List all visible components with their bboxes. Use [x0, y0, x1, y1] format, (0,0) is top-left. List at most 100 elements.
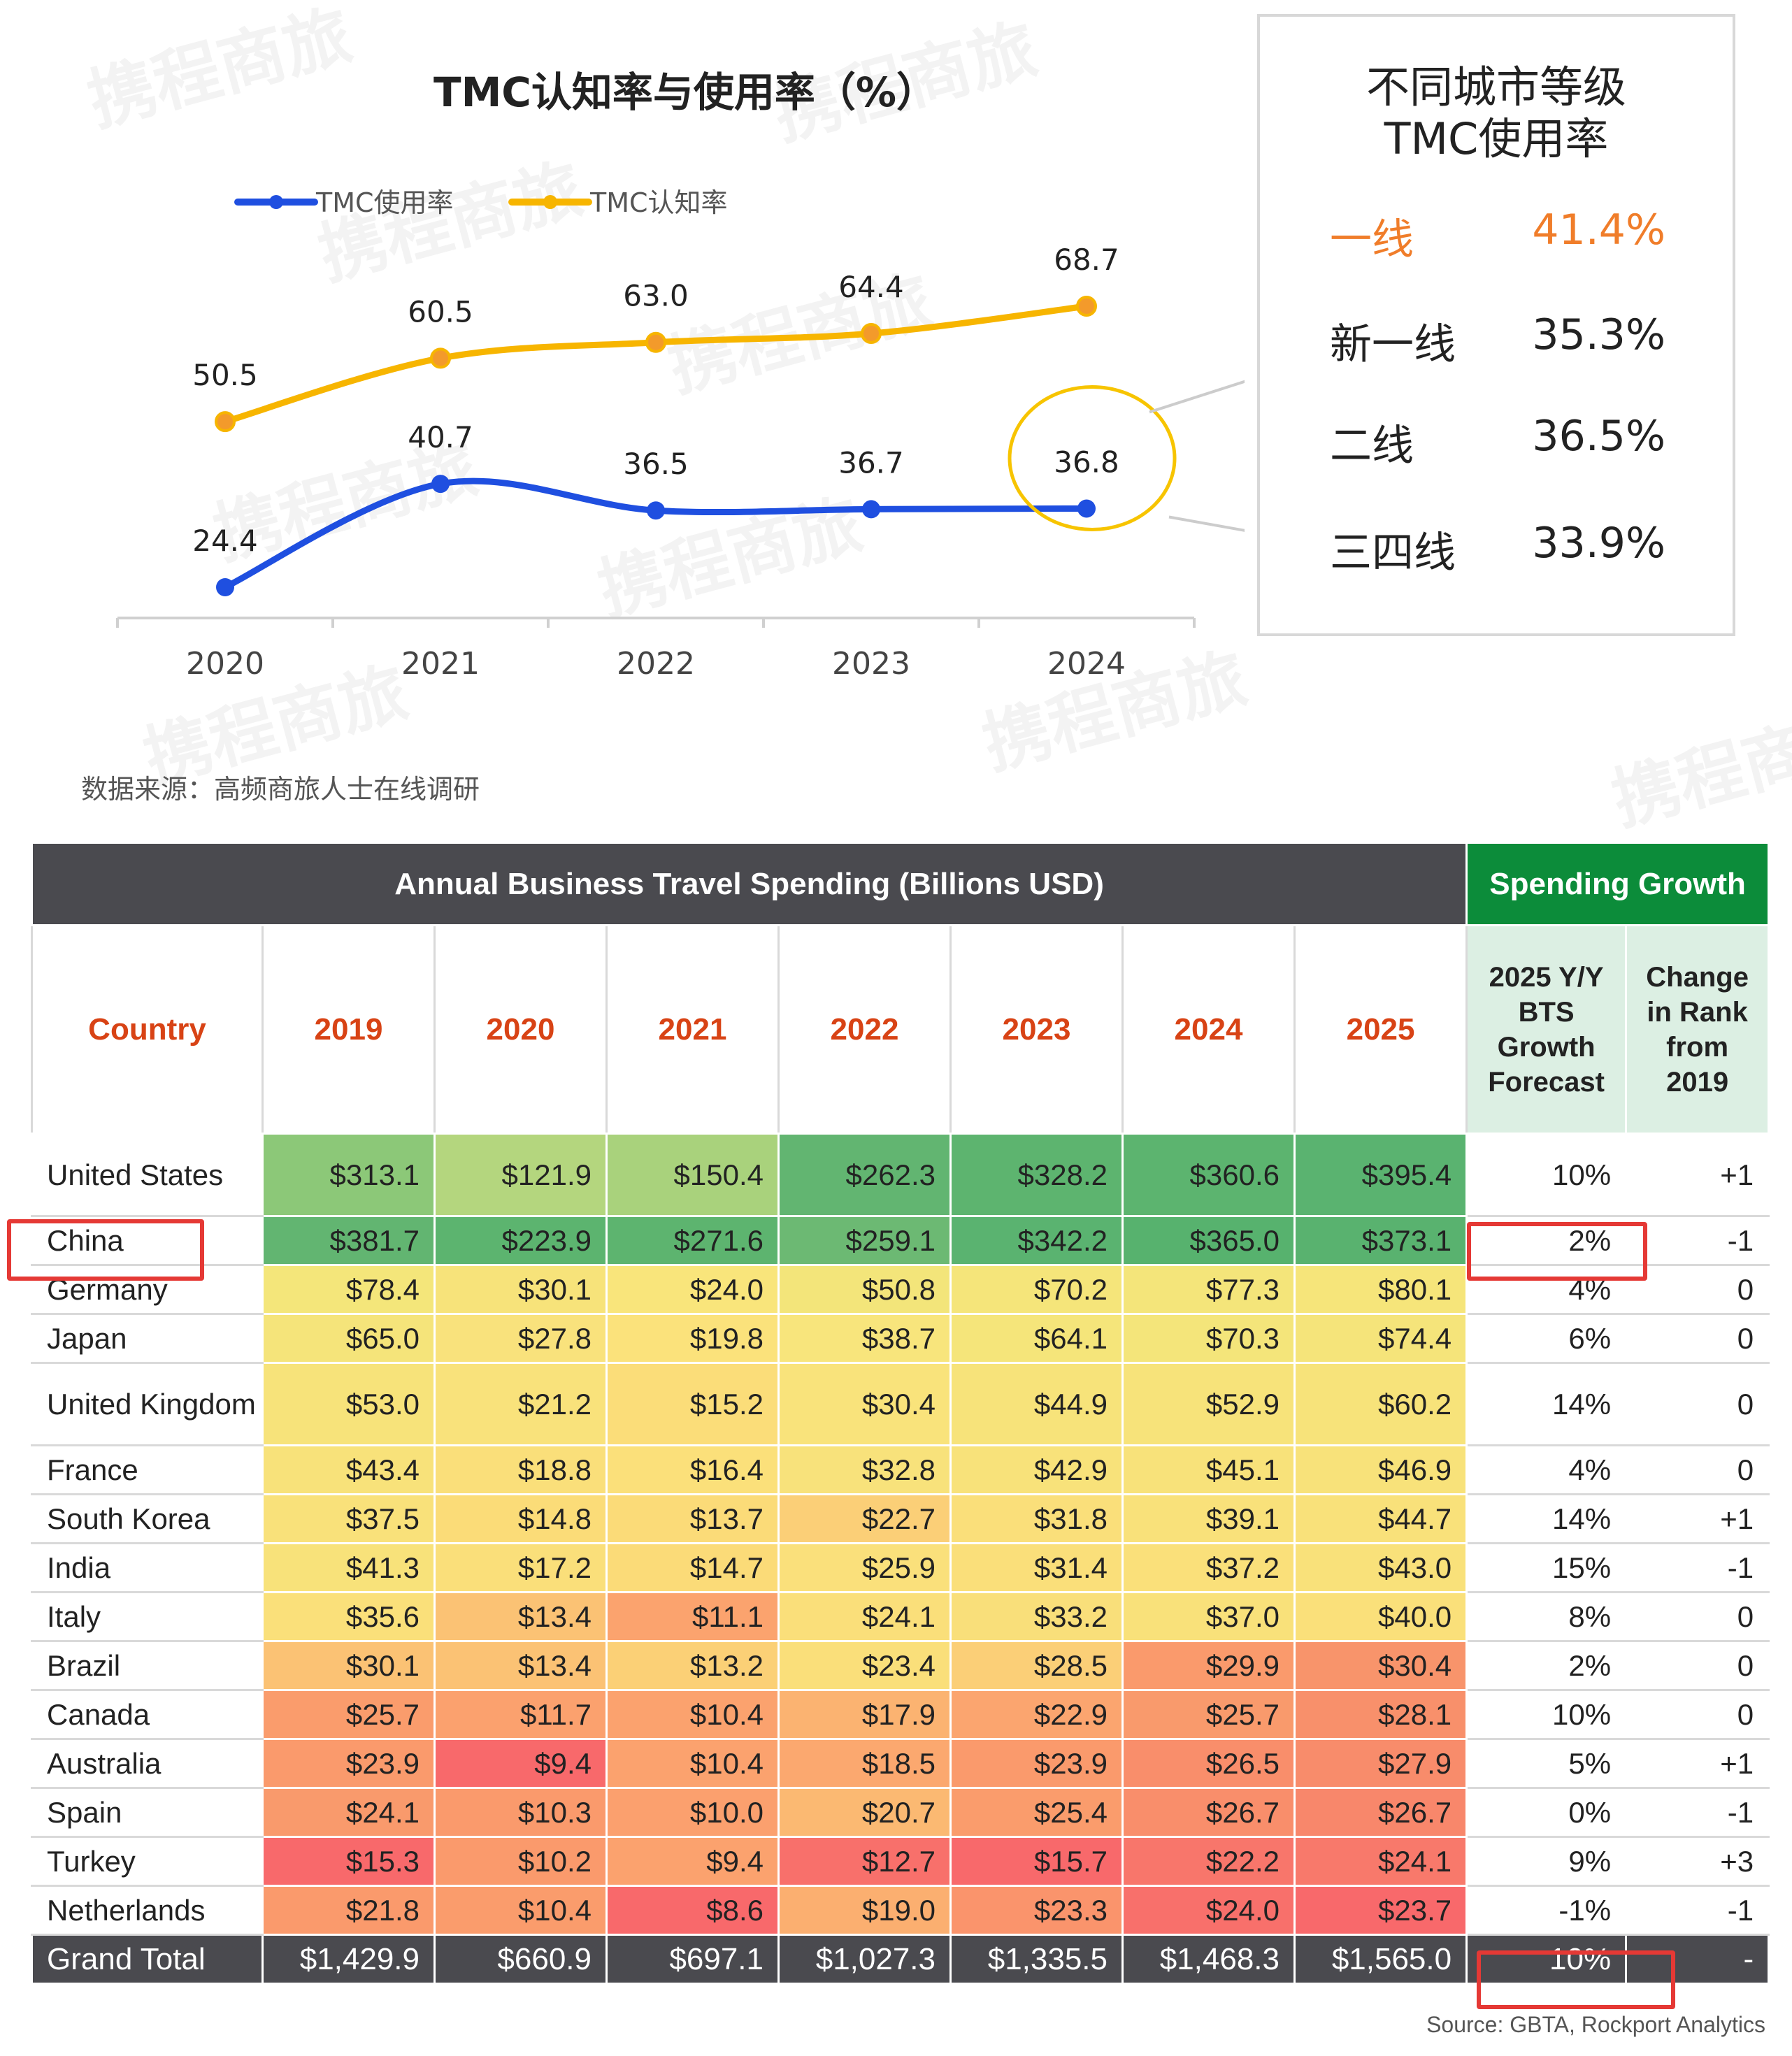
spend-cell: $381.7	[261, 1215, 436, 1266]
spend-cell: $25.9	[777, 1542, 952, 1593]
rank-change-cell: 0	[1625, 1689, 1770, 1740]
tier-title-line2: TMC使用率	[1384, 113, 1609, 164]
table-row: United States $313.1 $121.9 $150.4 $262.3 $32…	[31, 1133, 1770, 1217]
spend-cell: $13.4	[433, 1591, 608, 1642]
spend-cell: $80.1	[1293, 1264, 1468, 1315]
spend-cell: $10.3	[433, 1787, 608, 1838]
series-line	[222, 477, 1090, 591]
growth-cell: 4%	[1465, 1264, 1628, 1315]
data-point	[216, 578, 234, 596]
total-cell: $1,565.0	[1293, 1934, 1468, 1985]
total-cell: $1,429.9	[261, 1934, 436, 1985]
spend-cell: $23.7	[1293, 1885, 1468, 1936]
spend-cell: $32.8	[777, 1444, 952, 1495]
x-tick-label: 2022	[617, 646, 695, 682]
table-row: Italy $35.6 $13.4 $11.1 $24.1 $33.2 $37.0 $40.0…	[31, 1591, 1770, 1642]
tier-value: 41.4%	[1532, 206, 1665, 254]
rank-change-cell: 0	[1625, 1264, 1770, 1315]
total-label: Grand Total	[31, 1934, 264, 1985]
tier-row: 二线 36.5%	[1330, 412, 1693, 470]
table-row: France $43.4 $18.8 $16.4 $32.8 $42.9 $45.1 $46.…	[31, 1444, 1770, 1495]
spend-cell: $24.0	[1121, 1885, 1296, 1936]
country-cell: France	[31, 1444, 264, 1495]
data-point	[645, 331, 666, 353]
spend-cell: $44.7	[1293, 1493, 1468, 1544]
data-label: 36.5	[623, 447, 689, 481]
spend-cell: $328.2	[949, 1133, 1124, 1217]
rank-change-cell: +3	[1625, 1836, 1770, 1887]
spend-cell: $22.9	[949, 1689, 1124, 1740]
growth-cell: 0%	[1465, 1787, 1628, 1838]
rank-change-cell: -1	[1625, 1542, 1770, 1593]
data-label: 63.0	[623, 279, 689, 313]
spending-table-wrap: Annual Business Travel Spending (Billion…	[30, 842, 1770, 1985]
spend-cell: $259.1	[777, 1215, 952, 1266]
spend-cell: $28.5	[949, 1640, 1124, 1691]
total-cell: $660.9	[433, 1934, 608, 1985]
column-header: 2025 Y/Y BTS Growth Forecast	[1465, 924, 1628, 1135]
callout-connector	[1149, 380, 1245, 414]
table-row: Japan $65.0 $27.8 $19.8 $38.7 $64.1 $70.3 $74.4…	[31, 1313, 1770, 1364]
spend-cell: $43.4	[261, 1444, 436, 1495]
data-label: 36.7	[838, 445, 904, 480]
spend-cell: $373.1	[1293, 1215, 1468, 1266]
growth-cell: -1%	[1465, 1885, 1628, 1936]
spend-cell: $21.8	[261, 1885, 436, 1936]
data-label: 68.7	[1054, 243, 1119, 277]
column-header: 2023	[949, 924, 1124, 1135]
spend-cell: $33.2	[949, 1591, 1124, 1642]
spend-cell: $121.9	[433, 1133, 608, 1217]
data-label: 36.8	[1054, 445, 1119, 479]
spend-cell: $10.2	[433, 1836, 608, 1887]
growth-cell: 15%	[1465, 1542, 1628, 1593]
table-row: Turkey $15.3 $10.2 $9.4 $12.7 $15.7 $22.2 $24.1…	[31, 1836, 1770, 1887]
spend-cell: $12.7	[777, 1836, 952, 1887]
table-title: Annual Business Travel Spending (Billion…	[30, 842, 1468, 926]
spend-cell: $24.1	[1293, 1836, 1468, 1887]
spend-cell: $35.6	[261, 1591, 436, 1642]
spend-cell: $77.3	[1121, 1264, 1296, 1315]
spend-cell: $262.3	[777, 1133, 952, 1217]
table-row: Spain $24.1 $10.3 $10.0 $20.7 $25.4 $26.7 $26.7…	[31, 1787, 1770, 1838]
spend-cell: $24.1	[777, 1591, 952, 1642]
country-cell: Netherlands	[31, 1885, 264, 1936]
table-row: United Kingdom $53.0 $21.2 $15.2 $30.4 $44.9 $…	[31, 1362, 1770, 1446]
growth-cell: 14%	[1465, 1362, 1628, 1446]
tier-panel-title: 不同城市等级 TMC使用率	[1260, 62, 1733, 165]
spend-cell: $40.0	[1293, 1591, 1468, 1642]
rank-change-cell: 0	[1625, 1444, 1770, 1495]
spend-cell: $271.6	[605, 1215, 780, 1266]
spend-cell: $25.4	[949, 1787, 1124, 1838]
table-row: Brazil $30.1 $13.4 $13.2 $23.4 $28.5 $29.9 $30.…	[31, 1640, 1770, 1691]
data-point	[862, 500, 880, 519]
total-cell: $697.1	[605, 1934, 780, 1985]
country-cell: United States	[31, 1133, 264, 1217]
spend-cell: $9.4	[605, 1836, 780, 1887]
spend-cell: $25.7	[261, 1689, 436, 1740]
spend-cell: $365.0	[1121, 1215, 1296, 1266]
spend-cell: $30.4	[1293, 1640, 1468, 1691]
spend-cell: $30.1	[433, 1264, 608, 1315]
spend-cell: $15.2	[605, 1362, 780, 1446]
country-cell: Spain	[31, 1787, 264, 1838]
city-tier-panel: 不同城市等级 TMC使用率 一线 41.4% 新一线 35.3% 二线 36.5% 三四线 3…	[1257, 14, 1735, 636]
legend-marker	[543, 195, 557, 209]
grand-total-row: Grand Total $1,429.9 $660.9 $697.1 $1,027.3 $…	[31, 1934, 1770, 1985]
data-point	[215, 411, 236, 433]
spend-cell: $29.9	[1121, 1640, 1296, 1691]
spend-cell: $46.9	[1293, 1444, 1468, 1495]
rank-change-cell: +1	[1625, 1133, 1770, 1217]
column-header: 2024	[1121, 924, 1296, 1135]
growth-cell: 9%	[1465, 1836, 1628, 1887]
country-cell: Italy	[31, 1591, 264, 1642]
table-row: Netherlands $21.8 $10.4 $8.6 $19.0 $23.3 $24.0…	[31, 1885, 1770, 1936]
country-cell: Canada	[31, 1689, 264, 1740]
spend-cell: $39.1	[1121, 1493, 1296, 1544]
data-point	[1076, 296, 1097, 317]
data-label: 64.4	[838, 270, 904, 304]
spend-cell: $313.1	[261, 1133, 436, 1217]
data-label: 60.5	[408, 294, 473, 329]
legend-marker	[269, 195, 283, 209]
data-label: 40.7	[408, 420, 473, 454]
growth-cell: 8%	[1465, 1591, 1628, 1642]
